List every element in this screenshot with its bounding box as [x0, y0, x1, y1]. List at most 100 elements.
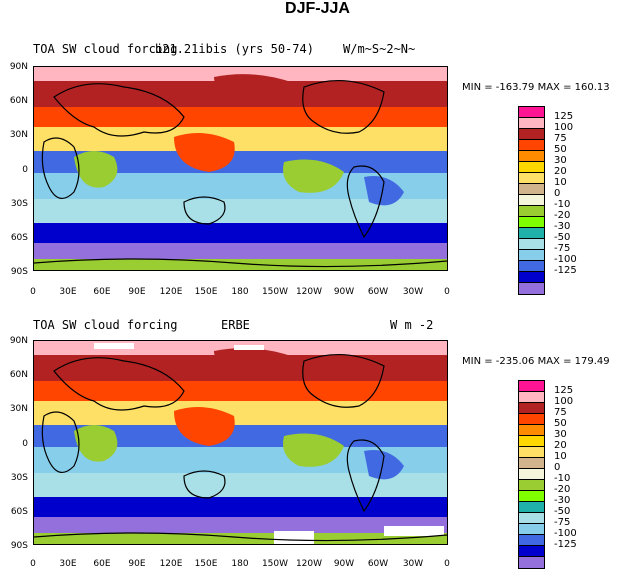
missing-data — [94, 343, 134, 349]
lon-label: 180 — [231, 287, 249, 297]
colorbar-label: 10 — [554, 177, 567, 188]
colorbar-label: -10 — [554, 199, 571, 210]
field-patch — [174, 407, 235, 446]
colorbar-swatch — [519, 381, 544, 392]
colorbar-label: 75 — [554, 407, 567, 418]
lon-label: 30E — [59, 559, 77, 569]
subtropical-band — [34, 127, 447, 151]
lon-label: 30W — [402, 559, 424, 569]
lon-label: 150E — [194, 559, 218, 569]
lat-label: 90S — [10, 267, 28, 277]
field-patch — [74, 425, 118, 462]
colorbar-label: -20 — [554, 210, 571, 221]
africa-coastline — [41, 137, 80, 199]
colorbar-label: 50 — [554, 418, 567, 429]
lat-label: 0 — [22, 439, 28, 449]
southern-ocean-band — [34, 243, 447, 259]
colorbar-swatch — [519, 469, 544, 480]
colorbar-swatch — [519, 414, 544, 425]
colorbar-label: -30 — [554, 221, 571, 232]
colorbar-label: -10 — [554, 473, 571, 484]
colorbar-swatch — [519, 239, 544, 250]
lon-label: 150E — [194, 287, 218, 297]
colorbar — [518, 380, 545, 569]
colorbar-swatch — [519, 447, 544, 458]
colorbar-label: 0 — [554, 188, 561, 199]
colorbar-swatch — [519, 118, 544, 129]
eurasia-coastline — [53, 357, 185, 411]
colorbar-label: -125 — [554, 539, 577, 550]
missing-data — [274, 531, 314, 544]
min-max-text: MIN = -235.06 MAX = 179.49 — [462, 356, 610, 367]
lon-label: 90E — [128, 559, 146, 569]
field-patch — [283, 433, 344, 467]
lon-label: 90W — [333, 559, 355, 569]
missing-data — [384, 526, 444, 536]
lat-label: 30S — [10, 199, 28, 209]
colorbar-swatch — [519, 425, 544, 436]
lon-label: 120W — [295, 287, 323, 297]
field-patch — [74, 151, 118, 188]
colorbar-label: 30 — [554, 429, 567, 440]
colorbar — [518, 106, 545, 295]
colorbar-swatch — [519, 480, 544, 491]
lon-label: 120W — [295, 559, 323, 569]
colorbar-label: -100 — [554, 254, 577, 265]
colorbar-label: 20 — [554, 440, 567, 451]
panel-left-title: TOA SW cloud forcing — [33, 42, 178, 56]
colorbar-swatch — [519, 513, 544, 524]
colorbar-label: 100 — [554, 396, 574, 407]
antarctic-band — [34, 259, 447, 270]
southern-ocean-band — [34, 517, 447, 533]
lat-label: 60N — [9, 370, 28, 380]
lat-label: 30N — [9, 130, 28, 140]
africa-coastline — [41, 411, 80, 473]
lon-label: 120E — [159, 287, 183, 297]
southern-storm-track — [34, 497, 447, 517]
eurasia-coastline — [53, 83, 185, 137]
lat-label: 90N — [9, 62, 28, 72]
polar-band — [34, 67, 447, 81]
lat-label: 90N — [9, 336, 28, 346]
north-america-coastline — [302, 354, 385, 408]
lon-label: 60W — [367, 559, 389, 569]
lon-label: 60E — [93, 559, 111, 569]
subtropical-band — [34, 401, 447, 425]
colorbar-swatch — [519, 436, 544, 447]
colorbar-swatch — [519, 272, 544, 283]
colorbar-label: -30 — [554, 495, 571, 506]
colorbar-swatch — [519, 206, 544, 217]
lon-label: 30W — [402, 287, 424, 297]
lon-label: 180 — [231, 559, 249, 569]
midlatitude-band — [34, 381, 447, 401]
colorbar-label: -20 — [554, 484, 571, 495]
colorbar-label: -75 — [554, 243, 571, 254]
equatorial-band — [34, 151, 447, 173]
panel-units: W/m~S~2~N~ — [343, 42, 416, 56]
colorbar-swatch — [519, 129, 544, 140]
lon-label: 120E — [159, 559, 183, 569]
colorbar-swatch — [519, 162, 544, 173]
colorbar-swatch — [519, 283, 544, 294]
antarctic-band — [34, 533, 447, 544]
colorbar-swatch — [519, 403, 544, 414]
lat-label: 60S — [10, 507, 28, 517]
antarctica-coastline — [34, 258, 447, 268]
colorbar-swatch — [519, 195, 544, 206]
colorbar-label: -125 — [554, 265, 577, 276]
field-patch — [283, 159, 344, 193]
lat-label: 0 — [22, 165, 28, 175]
colorbar-label: 20 — [554, 166, 567, 177]
colorbar-label: 125 — [554, 385, 574, 396]
colorbar-swatch — [519, 228, 544, 239]
colorbar-label: 125 — [554, 111, 574, 122]
lon-label: 0 — [30, 559, 36, 569]
colorbar-label: 75 — [554, 133, 567, 144]
lat-label: 30S — [10, 473, 28, 483]
colorbar-swatch — [519, 107, 544, 118]
lon-label: 30E — [59, 287, 77, 297]
field-patch — [214, 74, 294, 98]
southern-storm-track — [34, 223, 447, 243]
colorbar-label: -100 — [554, 528, 577, 539]
lat-label: 90S — [10, 541, 28, 551]
